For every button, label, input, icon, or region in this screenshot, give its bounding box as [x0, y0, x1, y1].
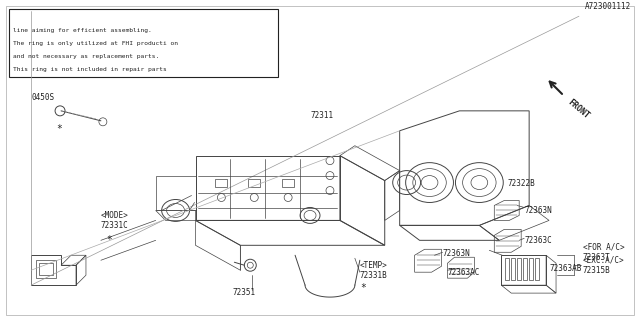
Bar — [501, 255, 546, 285]
Text: <TEMP>: <TEMP> — [360, 261, 388, 270]
Text: <EXC.A/C>: <EXC.A/C> — [583, 256, 625, 265]
Text: and not necessary as replacement parts.: and not necessary as replacement parts. — [13, 53, 159, 59]
Text: *: * — [56, 124, 62, 134]
Text: 72322B: 72322B — [508, 179, 535, 188]
Text: The ring is only utilized at FHI producti on: The ring is only utilized at FHI product… — [13, 41, 179, 46]
Text: <MODE>: <MODE> — [101, 211, 129, 220]
Bar — [505, 258, 509, 280]
Bar — [529, 258, 533, 280]
Text: FRONT: FRONT — [566, 98, 591, 121]
Text: 72351: 72351 — [232, 288, 255, 297]
Text: 72363N: 72363N — [442, 249, 470, 258]
Bar — [517, 258, 521, 280]
Text: 72363N: 72363N — [524, 206, 552, 215]
Bar — [523, 258, 527, 280]
Text: A723001112: A723001112 — [584, 2, 631, 11]
Bar — [511, 258, 515, 280]
Text: *: * — [360, 283, 366, 293]
Bar — [39, 263, 53, 275]
Text: 72363T: 72363T — [583, 253, 611, 262]
Text: 72363C: 72363C — [524, 236, 552, 245]
Text: 72311: 72311 — [310, 111, 333, 120]
Bar — [36, 260, 56, 278]
Text: 72331C: 72331C — [101, 221, 129, 230]
Text: *: * — [106, 235, 112, 245]
Text: <FOR A/C>: <FOR A/C> — [583, 243, 625, 252]
Bar — [9, 9, 278, 77]
Text: 72331B: 72331B — [360, 271, 388, 280]
Bar — [248, 179, 260, 187]
Text: 72363AC: 72363AC — [447, 268, 480, 277]
Bar — [216, 179, 227, 187]
Text: line aiming for efficient assembling.: line aiming for efficient assembling. — [13, 28, 152, 33]
Bar — [282, 179, 294, 187]
Text: 72363AB: 72363AB — [549, 264, 582, 273]
Text: 0450S: 0450S — [31, 93, 54, 102]
Text: This ring is not included in repair parts: This ring is not included in repair part… — [13, 67, 167, 72]
Bar — [535, 258, 539, 280]
Text: 72315B: 72315B — [583, 266, 611, 275]
